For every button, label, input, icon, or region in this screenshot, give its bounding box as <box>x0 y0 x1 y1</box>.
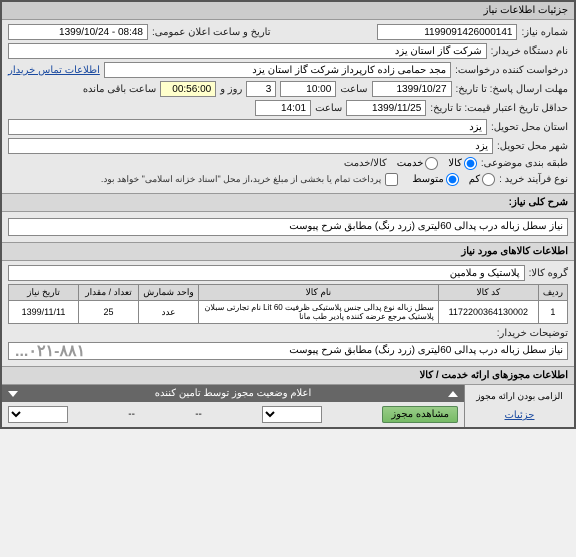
label-min-date: حداقل تاریخ اعتبار قیمت: تا تاریخ: <box>430 103 568 114</box>
radio-khadamat[interactable]: خدمت <box>397 157 439 170</box>
field-group: پلاستیک و ملامین <box>8 265 525 281</box>
radio-low[interactable]: کم <box>469 173 495 186</box>
panel-title: جزئیات اطلاعات نیاز <box>2 2 574 20</box>
partial-pay-note: پرداخت تمام یا بخشی از مبلغ خرید،از محل … <box>101 174 381 185</box>
label-buyer-notes: توضیحات خریدار: <box>497 328 568 339</box>
th-idx: ردیف <box>538 285 567 301</box>
label-rooz: روز و <box>220 84 242 95</box>
label-process: نوع فرآیند خرید : <box>499 174 568 185</box>
view-auth-button[interactable]: مشاهده مجوز <box>382 406 458 423</box>
field-days: 3 <box>246 81 276 97</box>
dash-1: -- <box>195 409 202 420</box>
cell-unit: عدد <box>139 301 199 324</box>
label-saat2: ساعت <box>315 103 342 114</box>
label-org: نام دستگاه خریدار: <box>491 46 568 57</box>
field-org: شرکت گاز استان یزد <box>8 43 487 59</box>
auth-status-label: اعلام وضعیت مجوز توسط تامین کننده <box>155 388 312 399</box>
items-header: اطلاعات کالاهای مورد نیاز <box>2 242 574 261</box>
field-deadline-date: 1399/10/27 <box>372 81 452 97</box>
label-requester: درخواست کننده درخواست: <box>455 65 568 76</box>
field-buyer-notes: نیاز سطل زباله درب پدالی 60لیتری (زرد رن… <box>8 342 568 360</box>
cell-date: 1399/11/11 <box>9 301 79 324</box>
field-announce: 08:48 - 1399/10/24 <box>8 24 148 40</box>
auth-select-1[interactable] <box>262 406 322 423</box>
items-table: ردیف کد کالا نام کالا واحد شمارش تعداد /… <box>8 284 568 324</box>
field-deadline-time: 10:00 <box>280 81 336 97</box>
cell-qty: 25 <box>79 301 139 324</box>
sort-up-icon[interactable] <box>448 391 458 397</box>
cell-code: 1172200364130002 <box>438 301 538 324</box>
auth-header: اطلاعات مجوزهای ارائه خدمت / کالا <box>2 366 574 385</box>
radio-mid[interactable]: متوسط <box>412 173 458 186</box>
form-area: شماره نیاز: 1199091426000141 تاریخ و ساع… <box>2 20 574 193</box>
label-saat1: ساعت <box>340 84 367 95</box>
auth-select-2[interactable] <box>8 406 68 423</box>
th-date: تاریخ نیاز <box>9 285 79 301</box>
label-announce: تاریخ و ساعت اعلان عمومی: <box>152 27 271 38</box>
th-code: کد کالا <box>438 285 538 301</box>
field-province: یزد <box>8 119 487 135</box>
radio-group-category: کالا خدمت کالا/خدمت <box>344 157 477 170</box>
label-remain: ساعت باقی مانده <box>83 84 156 95</box>
label-budget: طبقه بندی موضوعی: <box>481 158 568 169</box>
field-need-no: 1199091426000141 <box>377 24 517 40</box>
th-qty: تعداد / مقدار <box>79 285 139 301</box>
label-deadline: مهلت ارسال پاسخ: تا تاریخ: <box>456 84 568 95</box>
field-clock: 00:56:00 <box>160 81 216 97</box>
table-row[interactable]: 1 1172200364130002 سطل زباله نوع پدالی ج… <box>9 301 568 324</box>
field-min-date: 1399/11/25 <box>346 100 426 116</box>
table-header-row: ردیف کد کالا نام کالا واحد شمارش تعداد /… <box>9 285 568 301</box>
radio-kala[interactable]: کالا <box>448 157 477 170</box>
cell-idx: 1 <box>538 301 567 324</box>
auth-required-col: الزامی بودن ارائه مجوز جزئیات <box>464 385 574 427</box>
cell-name: سطل زباله نوع پدالی جنس پلاستیکی ظرفیت 6… <box>199 301 439 324</box>
radio-group-process: کم متوسط <box>412 173 495 186</box>
main-panel: جزئیات اطلاعات نیاز شماره نیاز: 11990914… <box>0 0 576 429</box>
dash-2: -- <box>128 409 135 420</box>
field-desc: نیاز سطل زباله درب پدالی 60لیتری (زرد رن… <box>8 218 568 236</box>
sort-down-icon[interactable] <box>8 391 18 397</box>
contact-link[interactable]: اطلاعات تماس خریدار <box>8 65 100 76</box>
label-city: شهر محل تحویل: <box>497 141 568 152</box>
label-kala-khadamat: کالا/خدمت <box>344 158 387 169</box>
label-province: استان محل تحویل: <box>491 122 568 133</box>
th-unit: واحد شمارش <box>139 285 199 301</box>
th-name: نام کالا <box>199 285 439 301</box>
field-requester: مجد حمامی زاده کارپرداز شرکت گاز استان ی… <box>104 62 451 78</box>
desc-header: شرح کلی نیاز: <box>2 193 574 212</box>
label-need-no: شماره نیاز: <box>521 27 568 38</box>
auth-status-bar: اعلام وضعیت مجوز توسط تامین کننده <box>2 385 464 402</box>
auth-footer: مشاهده مجوز -- -- <box>2 402 464 427</box>
phone-watermark: ۰۲۱-۸۸۱... <box>15 341 85 361</box>
checkbox-partial-pay[interactable]: پرداخت تمام یا بخشی از مبلغ خرید،از محل … <box>101 173 398 186</box>
field-min-time: 14:01 <box>255 100 311 116</box>
details-link[interactable]: جزئیات <box>505 410 535 421</box>
label-group: گروه کالا: <box>529 268 568 279</box>
field-city: یزد <box>8 138 493 154</box>
